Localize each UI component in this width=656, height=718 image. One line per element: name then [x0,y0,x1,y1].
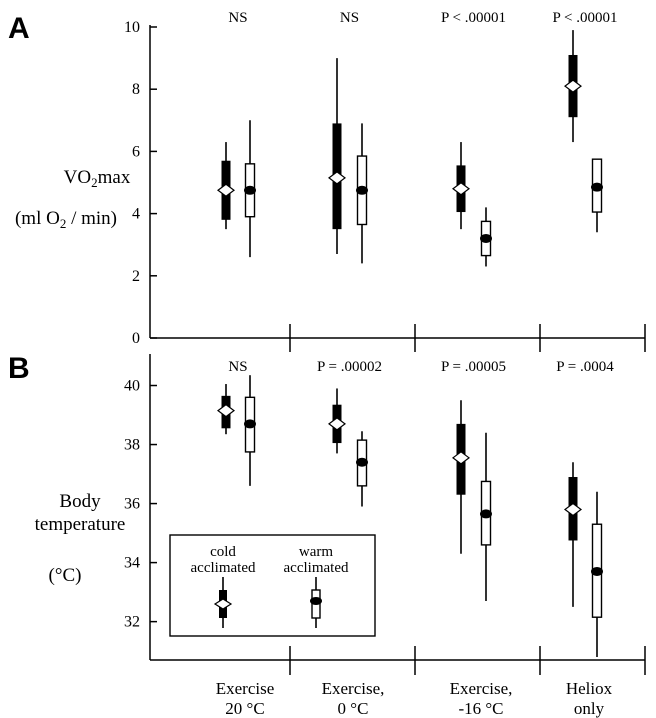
category-label-3-line1: Exercise, [450,679,513,698]
panel-b-label: B [8,352,30,385]
panel-a-ylabel-line2: (ml O2 / min) [15,208,117,231]
panel-b: 32 34 36 38 40 NS P = .00002 P = .00005 P = .000… [124,354,646,675]
legend: cold acclimated warm acclimated [169,534,376,637]
panel-b-ylabel-line2: temperature [35,514,126,535]
y-tick-label: 36 [124,496,140,513]
category-label-4-line1: Heliox [566,679,613,698]
cold-median-diamond [328,171,346,185]
y-tick-label: 0 [132,330,140,347]
legend-warm-dot [310,597,322,605]
warm-median-dot [480,233,492,243]
y-tick-label: 34 [124,555,140,572]
y-tick-label: 38 [124,437,140,454]
significance-label: P = .00005 [441,359,506,375]
y-tick-label: 32 [124,614,140,631]
panel-b-ylabel-line3: (°C) [49,565,82,586]
warm-median-dot [244,185,256,195]
y-tick-label: 6 [132,143,140,160]
warm-median-dot [244,419,256,429]
y-tick-label: 10 [124,19,140,36]
legend-frame [169,534,376,637]
legend-cold-diamond [213,598,233,610]
warm-median-dot [591,566,603,576]
warm-median-dot [480,509,492,519]
y-tick-label: 4 [132,206,140,223]
category-label-1-line2: 20 °C [225,699,264,718]
legend-cold-line1: cold [210,544,236,560]
significance-label: NS [340,10,359,26]
cold-median-diamond [328,417,346,431]
significance-label: P < .00001 [553,10,618,26]
cold-median-diamond [564,79,582,93]
warm-median-dot [356,185,368,195]
y-tick-label: 40 [124,378,140,395]
warm-median-dot [356,457,368,467]
category-label-3-line2: -16 °C [458,699,503,718]
legend-cold-line2: acclimated [191,560,256,576]
category-label-2-line1: Exercise, [322,679,385,698]
warm-median-dot [591,182,603,192]
category-label-1-line1: Exercise [216,679,275,698]
panel-a-label: A [8,12,30,45]
legend-warm-line1: warm [299,544,333,560]
significance-label: P = .0004 [556,359,614,375]
significance-label: NS [228,10,247,26]
cold-median-diamond [452,181,470,196]
significance-label: P = .00002 [317,359,382,375]
significance-label: P < .00001 [441,10,506,26]
significance-label: NS [228,359,247,375]
category-label-2-line2: 0 °C [338,699,369,718]
panel-a: 0 2 4 6 8 10 NS NS P < .00001 P < .00001 [124,10,646,352]
category-label-4-line2: only [574,699,605,718]
panel-b-ylabel-line1: Body [59,491,101,512]
panel-a-ylabel-line1: VO2max [64,167,131,190]
y-tick-label: 2 [132,268,140,285]
cold-median-diamond [452,451,470,465]
y-tick-label: 8 [132,81,140,98]
cold-median-diamond [217,403,235,418]
cold-median-diamond [217,183,235,198]
legend-warm-line2: acclimated [284,560,349,576]
cold-median-diamond [563,502,583,517]
